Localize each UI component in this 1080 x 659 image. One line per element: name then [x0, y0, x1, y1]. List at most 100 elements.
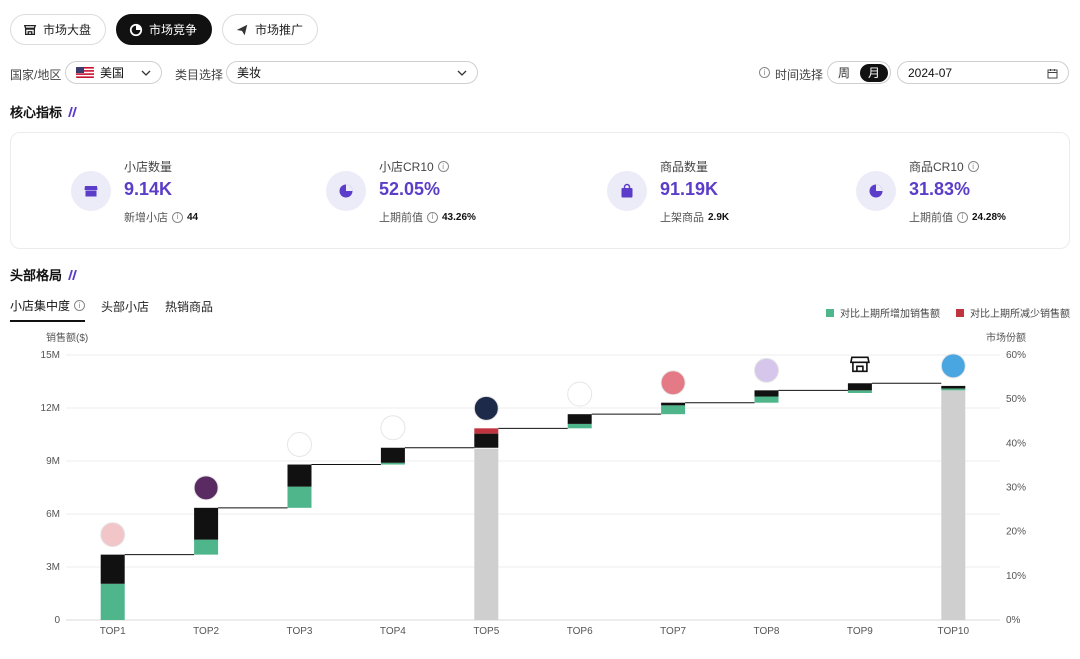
kpi-label: 小店CR10 i	[379, 158, 449, 175]
previous-bar	[194, 507, 219, 540]
store-icon	[84, 186, 98, 197]
calendar-icon	[1047, 69, 1058, 79]
brand-logo-tarte[interactable]	[193, 475, 219, 501]
market-tabs: 市场大盘 市场竞争 市场推广	[10, 14, 319, 45]
kpi-value: 91.19K	[660, 179, 719, 199]
y-tick-label: 15M	[41, 350, 60, 361]
kpi-value: 52.05%	[379, 179, 441, 199]
tab-label: 市场推广	[255, 23, 304, 37]
increase-bar	[941, 388, 966, 391]
info-icon[interactable]: i	[957, 211, 968, 223]
send-icon	[236, 24, 248, 35]
slash-decoration-icon	[68, 269, 77, 280]
brand-logo-sis[interactable]	[100, 522, 126, 548]
y2-tick-label: 30%	[1006, 483, 1026, 494]
y2-tick-label: 40%	[1006, 438, 1026, 449]
kpi-sub: 上期前值 i 24.28%	[909, 211, 1006, 224]
y-tick-label: 0	[54, 615, 60, 626]
brand-logo-6[interactable]	[567, 381, 593, 407]
country-value: 美国	[100, 66, 125, 80]
x-tick-label: TOP10	[938, 626, 970, 637]
kpi-value: 9.14K	[124, 179, 173, 199]
x-tick-label: TOP1	[100, 626, 126, 637]
info-icon[interactable]: i	[74, 300, 86, 311]
period-month-option[interactable]: 月	[860, 63, 888, 82]
info-icon[interactable]: i	[759, 67, 770, 78]
chevron-down-icon	[141, 70, 151, 76]
y-tick-label: 12M	[41, 403, 60, 414]
brand-logo-benefit[interactable]	[660, 370, 686, 396]
time-label: 时间选择	[775, 68, 824, 82]
date-picker[interactable]: 2024-07	[897, 61, 1069, 84]
x-tick-label: TOP4	[380, 626, 406, 637]
competition-icon	[129, 23, 143, 36]
kpi-label: 小店数量	[124, 160, 173, 174]
tab-head-stores[interactable]: 头部小店	[101, 300, 150, 314]
y-tick-label: 9M	[46, 456, 60, 467]
y2-tick-label: 10%	[1006, 571, 1026, 582]
previous-bar	[847, 383, 872, 391]
info-icon[interactable]: i	[967, 161, 979, 172]
kpi-icon-circle	[71, 171, 111, 211]
store-icon[interactable]	[847, 351, 872, 376]
legend-swatch	[956, 308, 964, 317]
x-tick-label: TOP8	[754, 626, 780, 637]
us-flag-icon	[76, 67, 94, 78]
info-icon[interactable]: i	[172, 211, 183, 223]
date-value: 2024-07	[908, 65, 953, 80]
period-week-option[interactable]: 周	[837, 66, 850, 80]
brand-logo-5[interactable]	[473, 395, 499, 421]
y2-tick-label: 50%	[1006, 394, 1026, 405]
increase-bar	[100, 583, 125, 620]
y2-axis-title: 市场份额	[986, 331, 1026, 344]
country-select[interactable]: 美国	[65, 61, 162, 84]
increase-bar	[194, 539, 219, 555]
tab-market-promotion[interactable]: 市场推广	[222, 14, 319, 45]
category-label: 类目选择	[175, 68, 224, 82]
sub-tabs: 小店集中度 i 头部小店 热销商品	[10, 297, 213, 322]
increase-bar	[754, 396, 779, 403]
legend-swatch	[826, 308, 834, 317]
info-icon[interactable]: i	[427, 211, 438, 223]
info-icon[interactable]: i	[437, 161, 449, 172]
kpi-sub: 新增小店 i 44	[124, 211, 199, 224]
previous-bar	[474, 433, 499, 448]
chart-legend: 对比上期所增加销售额 对比上期所减少销售额	[826, 305, 1070, 320]
legend-item-increase[interactable]: 对比上期所增加销售额	[826, 305, 940, 320]
kpi-card: 小店数量 9.14K 新增小店 i 44 小店CR10 i 52.05% 上期前值 i 4…	[10, 132, 1070, 249]
y2-tick-label: 60%	[1006, 350, 1026, 361]
tab-market-competition[interactable]: 市场竞争	[116, 14, 213, 45]
tab-hot-products[interactable]: 热销商品	[165, 300, 214, 314]
brand-logo-8[interactable]	[754, 357, 779, 383]
kpi-sub: 上期前值 i 43.26%	[379, 211, 476, 224]
legend-item-decrease[interactable]: 对比上期所减少销售额	[956, 305, 1070, 320]
y-tick-label: 6M	[46, 509, 60, 520]
x-tick-label: TOP6	[567, 626, 593, 637]
previous-bar	[754, 390, 779, 397]
kpi-icon-circle	[326, 171, 366, 211]
pie-chart-icon	[869, 184, 883, 198]
period-toggle: 周 月	[827, 61, 891, 84]
tab-store-concentration[interactable]: 小店集中度 i	[10, 297, 86, 322]
brand-logo-10[interactable]	[940, 353, 966, 379]
kpi-icon-circle	[607, 171, 647, 211]
previous-bar	[287, 464, 312, 487]
category-select[interactable]: 美妆	[226, 61, 478, 84]
increase-bar	[567, 423, 592, 429]
chevron-down-icon	[457, 70, 467, 76]
brand-logo-coolm[interactable]	[380, 415, 406, 441]
previous-bar	[380, 447, 405, 463]
kpi-sub: 上架商品 2.9K	[660, 211, 730, 225]
previous-bar	[941, 385, 966, 389]
kpi-icon-circle	[856, 171, 896, 211]
section-title-text: 核心指标	[10, 105, 63, 120]
total-bar	[474, 448, 499, 620]
previous-bar	[100, 554, 125, 584]
total-bar	[941, 390, 966, 620]
decrease-bar	[474, 428, 499, 434]
y2-tick-label: 0%	[1006, 615, 1021, 626]
x-tick-label: TOP9	[847, 626, 873, 637]
tab-market-overview[interactable]: 市场大盘	[10, 14, 107, 45]
brand-logo-ache[interactable]	[287, 432, 312, 458]
increase-bar	[380, 462, 405, 465]
